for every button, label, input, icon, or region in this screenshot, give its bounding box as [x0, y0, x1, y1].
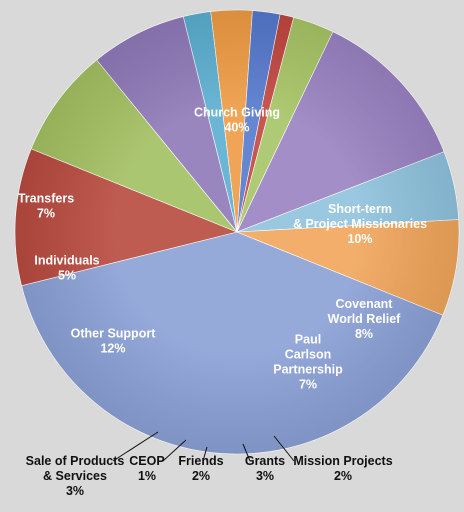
slice-label-grants: Grants 3% [245, 454, 285, 483]
slice-label-ceop: CEOP 1% [129, 454, 164, 483]
slice-label-individuals: Individuals 5% [34, 254, 99, 283]
slice-label-covenant-world-relief: Covenant World Relief 8% [328, 297, 402, 341]
slice-label-church-giving: Church Giving 40% [194, 106, 280, 135]
leader-line-ceop [162, 439, 187, 462]
leader-line-sale-of-products-services [112, 431, 159, 462]
slice-label-sale-of-products-services: Sale of Products & Services 3% [26, 454, 125, 498]
leader-line-mission-projects [273, 435, 295, 462]
pie-slices [14, 9, 460, 455]
slice-label-transfers: Transfers 7% [18, 192, 74, 221]
slice-label-other-support: Other Support 12% [71, 327, 157, 356]
slice-label-friends: Friends 2% [178, 454, 223, 483]
slice-label-short-term-project-missionaries: Short-term & Project Missionaries 10% [293, 202, 427, 246]
pie-labels: Church Giving 40% Short-term & Project Miss… [18, 106, 427, 499]
leader-line-grants [242, 443, 251, 462]
leader-line-friends [202, 446, 208, 462]
slice-label-paul-carlson-partnership: Paul Carlson Partnership 7% [273, 333, 343, 392]
label-leader-lines [112, 431, 295, 462]
slice-label-mission-projects: Mission Projects 2% [293, 454, 392, 483]
